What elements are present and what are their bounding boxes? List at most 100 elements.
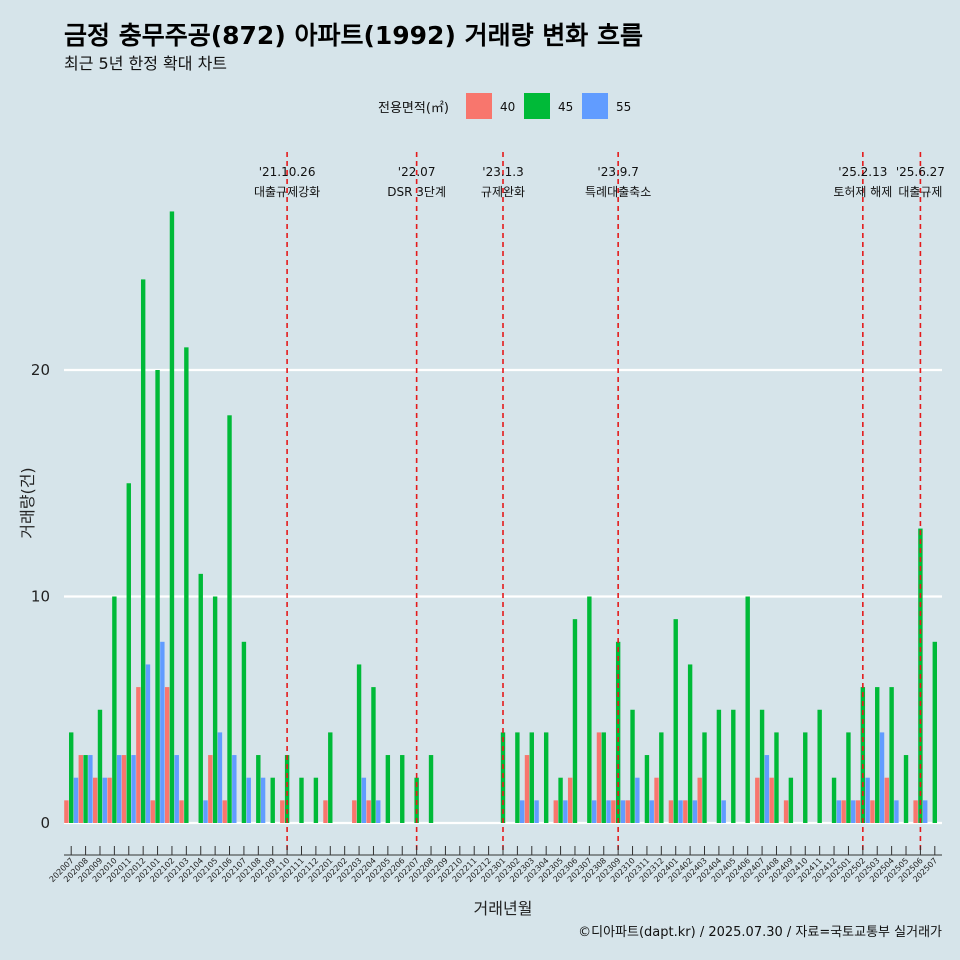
bar-45-202409 bbox=[788, 777, 794, 823]
annotation-date: '23.9.7 bbox=[597, 165, 638, 179]
bar-40-202506 bbox=[913, 800, 918, 823]
bar-45-202408 bbox=[774, 732, 779, 823]
bar-45-202112 bbox=[313, 777, 319, 823]
bar-40-202008 bbox=[78, 755, 83, 823]
bar-40-202102 bbox=[164, 687, 170, 823]
bar-40-202103 bbox=[179, 800, 184, 823]
bar-40-202303 bbox=[524, 755, 530, 823]
bar-55-202007 bbox=[73, 777, 79, 823]
bar-55-202404 bbox=[721, 800, 726, 823]
y-tick-label: 20 bbox=[31, 361, 50, 379]
bar-45-202201 bbox=[328, 732, 333, 823]
bar-40-202503 bbox=[870, 800, 875, 823]
bar-55-202504 bbox=[894, 800, 899, 823]
bar-40-202106 bbox=[222, 800, 227, 823]
bar-40-202011 bbox=[121, 755, 127, 823]
bar-55-202503 bbox=[879, 732, 885, 823]
bar-45-202208 bbox=[428, 755, 434, 823]
bar-45-202302 bbox=[515, 732, 520, 823]
y-axis-ticks: 0 10 20 bbox=[31, 361, 50, 832]
legend-label-55: 55 bbox=[616, 100, 631, 114]
bar-45-202411 bbox=[817, 709, 822, 823]
bar-40-202501 bbox=[841, 800, 846, 823]
chart-subtitle: 최근 5년 한정 확대 차트 bbox=[64, 54, 227, 73]
bar-45-202205 bbox=[385, 755, 391, 823]
bar-45-202010 bbox=[112, 596, 117, 823]
y-tick-label: 10 bbox=[31, 588, 50, 606]
bar-45-202312 bbox=[659, 732, 664, 823]
bar-55-202303 bbox=[534, 800, 539, 823]
bar-55-202203 bbox=[361, 777, 367, 823]
bar-55-202311 bbox=[649, 800, 654, 823]
bar-40-202504 bbox=[884, 777, 890, 823]
bar-55-202010 bbox=[116, 755, 122, 823]
annotation-label: 대출규제 bbox=[898, 185, 942, 199]
annotation-label: 토허제 해제 bbox=[833, 185, 892, 199]
bar-40-202312 bbox=[654, 777, 659, 823]
bar-45-202101 bbox=[155, 370, 160, 823]
bar-40-202409 bbox=[783, 800, 789, 823]
bar-45-202405 bbox=[731, 709, 736, 823]
bar-55-202009 bbox=[102, 777, 107, 823]
chart-title: 금정 충무주공(872) 아파트(1992) 거래량 변화 흐름 bbox=[64, 21, 643, 50]
bar-45-202203 bbox=[356, 664, 362, 823]
bar-40-202204 bbox=[366, 800, 371, 823]
bar-45-202109 bbox=[270, 777, 275, 823]
bar-45-202104 bbox=[198, 573, 203, 823]
bar-55-202402 bbox=[692, 800, 698, 823]
bar-55-202101 bbox=[160, 641, 165, 823]
caption: ©디아파트(dapt.kr) / 2025.07.30 / 자료=국토교통부 실… bbox=[578, 925, 942, 940]
bar-45-202308 bbox=[601, 732, 606, 823]
annotation-date: '22.07 bbox=[398, 165, 436, 179]
bar-45-202304 bbox=[543, 732, 549, 823]
bar-45-202103 bbox=[184, 347, 189, 823]
bar-55-202106 bbox=[232, 755, 237, 823]
bar-40-202402 bbox=[683, 800, 688, 823]
bar-45-202110 bbox=[284, 755, 290, 823]
bar-45-202204 bbox=[371, 687, 376, 823]
annotation-date: '25.2.13 bbox=[838, 165, 887, 179]
bar-40-202408 bbox=[769, 777, 774, 823]
bar-45-202305 bbox=[558, 777, 563, 823]
bar-45-202406 bbox=[745, 596, 750, 823]
bar-40-202110 bbox=[280, 800, 285, 823]
bar-45-202306 bbox=[572, 619, 578, 823]
bar-40-202403 bbox=[697, 777, 702, 823]
bar-55-202008 bbox=[88, 755, 93, 823]
bar-55-202305 bbox=[563, 800, 568, 823]
bar-55-202307 bbox=[591, 800, 597, 823]
annotation-label: 대출규제강화 bbox=[254, 185, 320, 199]
bar-45-202008 bbox=[83, 755, 88, 823]
bar-45-202108 bbox=[256, 755, 261, 823]
bar-55-202104 bbox=[203, 800, 208, 823]
legend-label-40: 40 bbox=[500, 100, 515, 114]
bars bbox=[64, 211, 937, 823]
x-axis: 2020072020082020092020102020112020122021… bbox=[48, 846, 942, 884]
y-axis-title: 거래량(건) bbox=[18, 467, 37, 538]
bar-45-202102 bbox=[169, 211, 175, 823]
annotation-label: 규제완화 bbox=[481, 185, 525, 199]
bar-45-202106 bbox=[227, 415, 232, 823]
bar-55-202308 bbox=[606, 800, 611, 823]
bar-55-202310 bbox=[635, 777, 640, 823]
bar-40-202007 bbox=[64, 800, 69, 823]
bar-55-202012 bbox=[145, 664, 151, 823]
annotation-label: 특례대출축소 bbox=[585, 185, 651, 199]
bar-40-202306 bbox=[567, 777, 573, 823]
policy-lines: '21.10.26 대출규제강화 '22.07 DSR 3단계 '23.1.3 규제완화 '… bbox=[254, 152, 945, 852]
bar-55-202506 bbox=[923, 800, 928, 823]
bar-45-202007 bbox=[69, 732, 74, 823]
bar-45-202011 bbox=[126, 483, 131, 823]
annotation-date: '23.1.3 bbox=[482, 165, 523, 179]
legend: 전용면적(㎡) 40 45 55 bbox=[378, 93, 631, 119]
bar-40-202009 bbox=[92, 777, 98, 823]
legend-title: 전용면적(㎡) bbox=[378, 101, 449, 116]
legend-swatch-40 bbox=[466, 93, 492, 119]
bar-40-202101 bbox=[150, 800, 155, 823]
bar-40-202309 bbox=[611, 800, 616, 823]
bar-45-202412 bbox=[831, 777, 837, 823]
bar-45-202407 bbox=[759, 709, 765, 823]
bar-40-202010 bbox=[107, 777, 112, 823]
legend-swatch-45 bbox=[524, 93, 550, 119]
